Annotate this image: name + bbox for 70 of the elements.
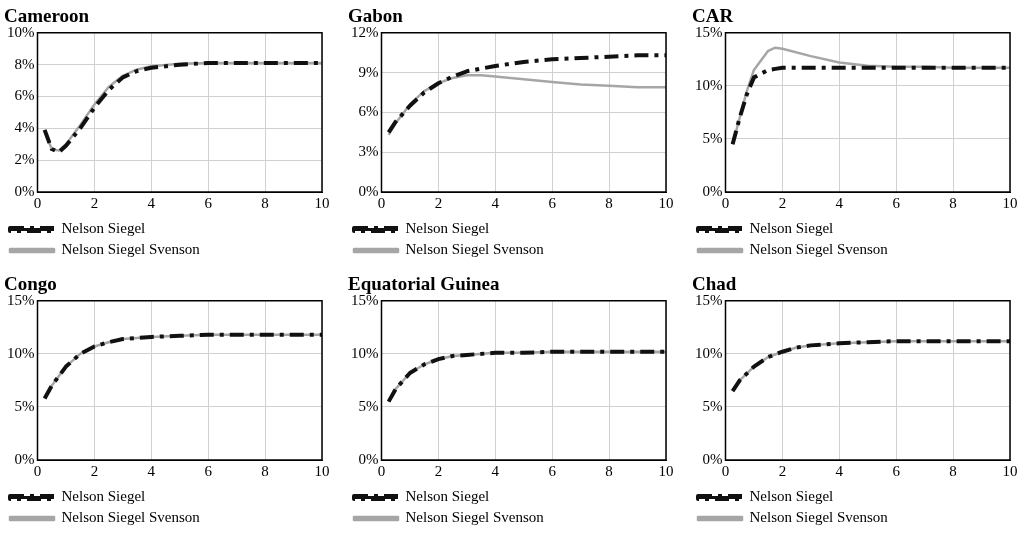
x-tick-label: 2 [434, 194, 443, 211]
x-tick-label: 2 [434, 462, 443, 479]
x-tick-label: 10 [658, 194, 674, 211]
x-tick-label: 10 [1002, 194, 1018, 211]
x-tick-label: 8 [949, 462, 957, 479]
x-tick-label: 4 [835, 462, 844, 479]
legend-label: Nelson Siegel Svenson [61, 241, 201, 258]
y-tick-label: 0% [358, 182, 379, 199]
x-tick-label: 2 [778, 194, 787, 211]
x-tick-label: 8 [949, 194, 957, 211]
y-tick-label: 5% [702, 129, 723, 146]
y-tick-label: 10% [351, 344, 379, 361]
x-tick-label: 8 [605, 462, 613, 479]
legend-label: Nelson Siegel [405, 220, 490, 237]
y-tick-label: 10% [695, 344, 723, 361]
y-tick-label: 2% [14, 151, 35, 168]
x-tick-label: 2 [778, 462, 787, 479]
legend-label: Nelson Siegel Svenson [61, 509, 201, 526]
x-tick-label: 4 [835, 194, 844, 211]
legend-label: Nelson Siegel Svenson [405, 241, 545, 258]
legend-label: Nelson Siegel [405, 488, 490, 505]
y-tick-label: 0% [358, 450, 379, 467]
y-tick-label: 9% [358, 63, 379, 80]
y-tick-label: 10% [7, 344, 35, 361]
legend-label: Nelson Siegel Svenson [749, 241, 889, 258]
x-tick-label: 4 [491, 194, 500, 211]
x-tick-label: 4 [147, 462, 156, 479]
x-tick-label: 10 [314, 462, 330, 479]
y-tick-label: 6% [358, 103, 379, 120]
x-tick-label: 2 [90, 194, 99, 211]
y-tick-label: 5% [702, 397, 723, 414]
x-tick-label: 6 [204, 194, 213, 211]
x-tick-label: 10 [658, 462, 674, 479]
x-tick-label: 0 [721, 194, 730, 211]
x-tick-label: 8 [261, 462, 269, 479]
x-tick-label: 0 [721, 462, 730, 479]
legend-label: Nelson Siegel [749, 488, 834, 505]
x-tick-label: 6 [892, 194, 901, 211]
x-tick-label: 6 [548, 462, 557, 479]
x-tick-label: 0 [377, 194, 386, 211]
y-tick-label: 8% [14, 55, 35, 72]
legend-label: Nelson Siegel Svenson [405, 509, 545, 526]
y-tick-label: 0% [702, 182, 723, 199]
x-tick-label: 6 [892, 462, 901, 479]
legend-label: Nelson Siegel Svenson [749, 509, 889, 526]
x-tick-label: 0 [33, 462, 42, 479]
x-tick-label: 0 [377, 462, 386, 479]
y-tick-label: 6% [14, 87, 35, 104]
y-tick-label: 0% [14, 182, 35, 199]
x-tick-label: 6 [204, 462, 213, 479]
x-tick-label: 6 [548, 194, 557, 211]
x-tick-label: 10 [314, 194, 330, 211]
x-tick-label: 0 [33, 194, 42, 211]
y-tick-label: 4% [14, 119, 35, 136]
y-tick-label: 5% [14, 397, 35, 414]
y-tick-label: 10% [695, 76, 723, 93]
x-tick-label: 8 [605, 194, 613, 211]
y-tick-label: 5% [358, 397, 379, 414]
legend-label: Nelson Siegel [61, 220, 146, 237]
x-tick-label: 2 [90, 462, 99, 479]
y-tick-label: 0% [702, 450, 723, 467]
legend-label: Nelson Siegel [749, 220, 834, 237]
y-tick-label: 3% [358, 143, 379, 160]
chart-title: Equatorial Guinea [348, 273, 500, 295]
x-tick-label: 8 [261, 194, 269, 211]
x-tick-label: 4 [147, 194, 156, 211]
x-tick-label: 4 [491, 462, 500, 479]
legend-label: Nelson Siegel [61, 488, 146, 505]
x-tick-label: 10 [1002, 462, 1018, 479]
y-tick-label: 0% [14, 450, 35, 467]
